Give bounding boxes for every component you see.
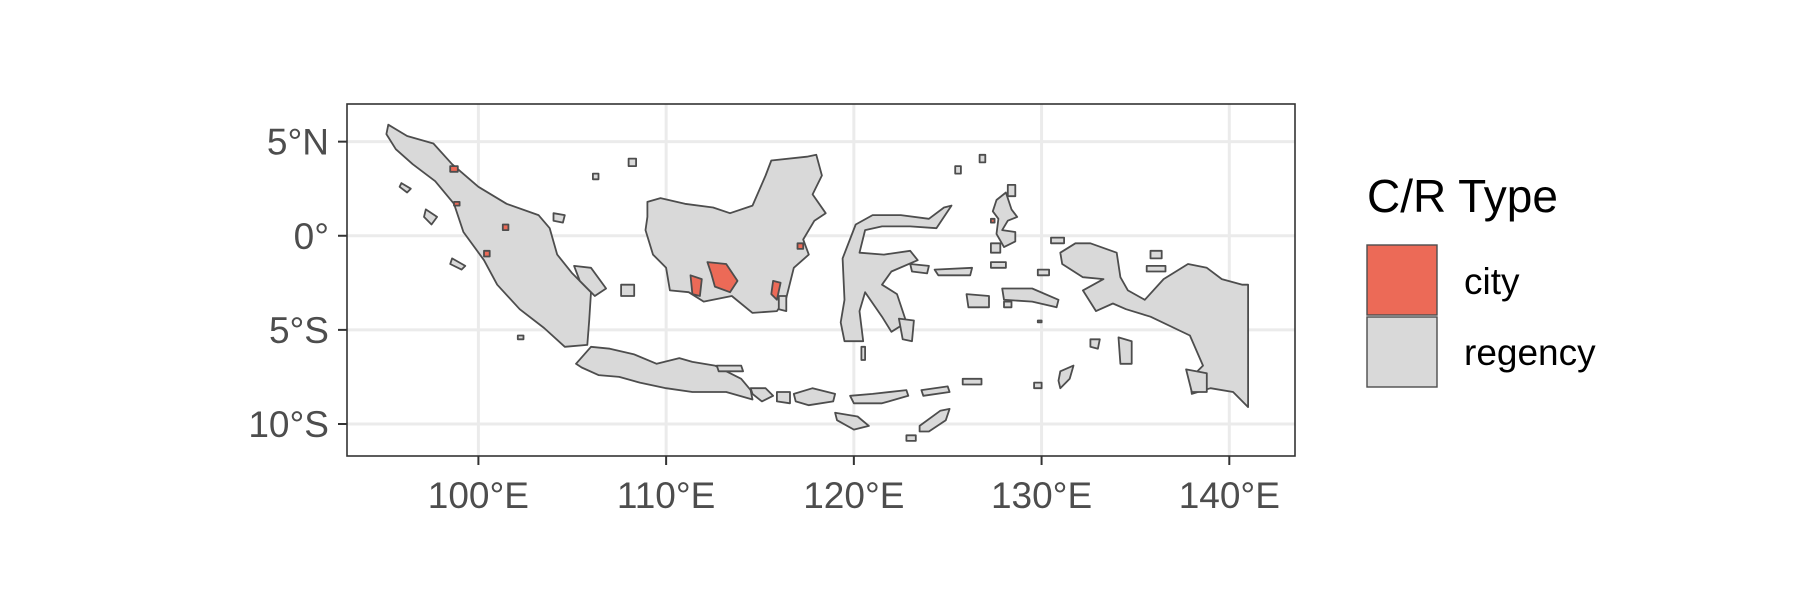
region-laut: [777, 295, 788, 312]
region-bali: [749, 387, 774, 403]
region-siberut: [449, 257, 467, 271]
region-nias: [423, 208, 438, 226]
y-axis: 5°N 0° 5°S 10°S: [248, 122, 347, 445]
region-west-timor: [918, 408, 951, 433]
region-bangka: [573, 265, 607, 297]
region-madura: [715, 364, 744, 373]
region-kalimantan: [644, 153, 827, 314]
y-tick-label-5-s: 5°S: [269, 310, 329, 351]
region-palangka-raya: [706, 261, 739, 294]
region-anambas: [592, 172, 600, 181]
region-aru: [1117, 336, 1133, 365]
region-banjarmasin: [770, 280, 782, 301]
region-enggano: [516, 334, 525, 341]
region-belitung: [620, 283, 636, 297]
region-bacan: [990, 242, 1002, 254]
y-tick-label-5-n: 5°N: [267, 122, 329, 163]
region-pekanbaru: [501, 223, 510, 231]
legend-key-city: [1366, 244, 1438, 316]
region-talaud: [978, 153, 987, 164]
legend-title: C/R Type: [1367, 170, 1558, 222]
region-wetar: [961, 377, 983, 386]
legend-label-city: city: [1464, 261, 1520, 302]
region-buru: [965, 293, 990, 309]
x-tick-label-100: 100°E: [428, 475, 529, 516]
legend: C/R Type city regency: [1366, 170, 1596, 388]
x-tick-label-120: 120°E: [803, 475, 904, 516]
region-kai: [1089, 338, 1101, 350]
region-sumba: [834, 411, 870, 431]
region-alor: [920, 385, 951, 397]
region-sumatra: [385, 123, 592, 348]
region-seram: [1001, 287, 1060, 309]
x-tick-label-140: 140°E: [1179, 475, 1280, 516]
region-sula: [933, 266, 973, 277]
region-ambon: [1003, 300, 1013, 309]
y-tick-label-0: 0°: [294, 216, 329, 257]
region-sangihe: [954, 165, 962, 175]
region-halmahera: [991, 191, 1019, 248]
region-riau-islands: [552, 212, 566, 224]
region-biak: [1149, 249, 1163, 260]
region-yapen: [1145, 265, 1167, 273]
region-banggai: [909, 263, 930, 275]
region-misool: [1036, 268, 1050, 277]
region-medan: [449, 165, 459, 173]
y-tick-label-10-s: 10°S: [248, 404, 329, 445]
region-buton: [898, 317, 915, 343]
region-sumbawa: [792, 387, 836, 407]
panel-border: [346, 103, 1296, 457]
region-flores: [849, 389, 910, 405]
region-padang: [483, 249, 491, 258]
region-selayar: [860, 345, 866, 361]
region-morotai: [1006, 184, 1017, 198]
region-natuna: [627, 157, 637, 167]
region-lombok: [776, 391, 791, 405]
x-axis: 100°E 110°E 120°E 130°E 140°E: [428, 456, 1280, 516]
region-sibolga: [453, 201, 461, 207]
region-banda: [1036, 319, 1043, 324]
region-babar: [1033, 381, 1043, 390]
region-waigeo: [1050, 236, 1065, 245]
region-tanimbar: [1057, 364, 1075, 390]
region-papua: [1059, 242, 1249, 408]
region-obi: [990, 261, 1007, 269]
region-sampit: [689, 274, 703, 297]
region-dolak: [1185, 368, 1208, 393]
legend-label-regency: regency: [1464, 332, 1596, 373]
legend-key-regency: [1366, 316, 1438, 388]
region-samarinda: [796, 242, 805, 250]
region-sulawesi: [839, 204, 953, 343]
x-tick-label-130: 130°E: [991, 475, 1092, 516]
map-regions: [385, 123, 1249, 442]
region-rote: [905, 434, 917, 442]
region-ternate: [990, 217, 996, 224]
x-tick-label-110: 110°E: [617, 475, 715, 516]
region-simeulue: [398, 182, 412, 194]
